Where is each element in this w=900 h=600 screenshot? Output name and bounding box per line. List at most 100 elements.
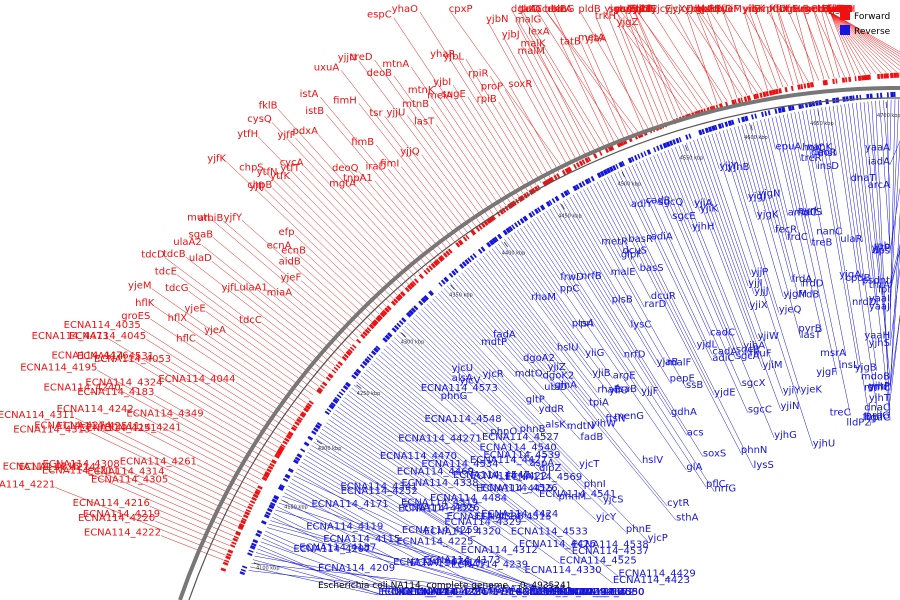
forward-feature-arrow	[762, 91, 767, 98]
reverse-gene-label: acs	[687, 427, 704, 438]
reverse-connector	[529, 221, 707, 488]
forward-gene-label: fdoI	[769, 4, 788, 15]
reverse-connector	[674, 146, 701, 212]
forward-feature-arrow	[418, 273, 424, 280]
reverse-feature-arrow	[669, 140, 674, 146]
reverse-feature-arrow	[659, 144, 664, 150]
reverse-feature-arrow	[627, 157, 633, 164]
reverse-connector	[423, 306, 580, 468]
tick-mark	[684, 145, 688, 151]
reverse-connector	[628, 166, 646, 204]
forward-feature-arrow	[393, 298, 399, 304]
reverse-gene-label: yihW	[591, 418, 616, 429]
reverse-gene-label: sgcR	[736, 344, 760, 355]
forward-connector	[624, 11, 668, 121]
reverse-gene-label: glA	[686, 462, 702, 473]
forward-feature-arrow	[267, 465, 274, 470]
forward-feature-arrow	[325, 376, 331, 382]
reverse-connector	[299, 465, 341, 490]
forward-feature-arrow	[345, 350, 352, 356]
reverse-gene-label: ECNA114_4080	[567, 587, 644, 598]
reverse-connector	[321, 428, 431, 502]
forward-connector	[303, 165, 413, 281]
forward-gene-label: amiB	[198, 213, 224, 224]
forward-gene-label: tatC	[521, 4, 542, 15]
forward-feature-arrow	[375, 316, 382, 323]
forward-feature-arrow	[619, 140, 625, 147]
reverse-connector	[286, 489, 424, 564]
forward-feature-arrow	[226, 553, 232, 557]
forward-gene-label: ECNA114_4531	[77, 351, 154, 362]
forward-feature-arrow	[587, 156, 592, 162]
reverse-connector	[572, 194, 602, 245]
reverse-gene-label: ECNA114_4226	[489, 584, 566, 595]
forward-connector	[261, 322, 329, 375]
forward-gene-label: nrfE	[635, 4, 655, 15]
reverse-gene-label: frdD	[802, 279, 824, 290]
reverse-gene-label: ECNA114_4320	[424, 527, 501, 538]
forward-gene-label: mgtA	[329, 178, 356, 189]
reverse-gene-label: yiiG	[585, 348, 604, 359]
reverse-connector	[410, 320, 627, 533]
forward-gene-label: ECNA114_4219	[83, 509, 160, 520]
reverse-connector	[449, 282, 545, 391]
reverse-gene-label: fadA	[493, 329, 516, 340]
forward-feature-arrow	[377, 314, 383, 320]
reverse-gene-label: pepE	[670, 374, 695, 385]
forward-feature-arrow	[397, 293, 403, 300]
reverse-gene-label: ECNA114_4548	[424, 414, 501, 425]
reverse-connector	[685, 142, 758, 340]
reverse-connector	[396, 334, 597, 520]
forward-gene-label: cysQ	[247, 114, 272, 125]
forward-gene-label: ECNA114_4261	[120, 457, 197, 468]
forward-feature-arrow	[445, 250, 451, 256]
forward-gene-label: chpS	[239, 162, 264, 173]
reverse-connector	[344, 397, 454, 479]
forward-gene-label: lasT	[414, 117, 435, 128]
reverse-connector	[337, 406, 422, 468]
forward-feature-arrow	[534, 186, 540, 192]
forward-feature-arrow	[222, 561, 229, 566]
forward-connector	[788, 11, 820, 81]
reverse-gene-label: ECNA114_4470	[380, 451, 457, 462]
forward-feature-arrow	[227, 549, 234, 554]
forward-gene-label: ECNA114_4045	[69, 331, 146, 342]
reverse-connector	[867, 101, 876, 181]
forward-feature-arrow	[409, 282, 415, 288]
reverse-connector	[365, 369, 619, 577]
forward-connector	[300, 264, 369, 326]
reverse-connector	[368, 366, 506, 480]
reverse-feature-arrow	[744, 115, 749, 122]
reverse-feature-arrow	[602, 169, 609, 176]
forward-gene-label: ECNA114_4183	[77, 387, 154, 398]
reverse-gene-label: ECNA114_4239	[451, 560, 528, 571]
reverse-connector	[507, 236, 572, 327]
reverse-connector	[432, 298, 539, 413]
reverse-feature-arrow	[777, 107, 782, 114]
forward-gene-label: rpiA	[828, 4, 848, 15]
reverse-gene-label: ECNA114_4573	[421, 383, 498, 394]
forward-feature-arrow	[247, 505, 253, 510]
reverse-feature-arrow	[420, 297, 427, 304]
forward-feature-arrow	[553, 174, 558, 181]
reverse-gene-label: insL	[839, 360, 859, 371]
reverse-feature-arrow	[605, 167, 612, 174]
reverse-feature-arrow	[672, 139, 677, 145]
forward-gene-label: ulaA2	[173, 237, 201, 248]
forward-gene-label: hemG	[545, 4, 575, 15]
reverse-connector	[664, 151, 744, 349]
forward-connector	[205, 311, 317, 391]
forward-gene-label: yjcE	[651, 4, 672, 15]
forward-gene-label: yjbH	[633, 4, 656, 15]
map-caption: Escherichia coli NA114, complete genome.…	[318, 581, 571, 591]
reverse-gene-label: ECNA114_4119	[306, 521, 383, 532]
reverse-feature-arrow	[271, 498, 278, 504]
reverse-gene-label: ECNA114_4207	[293, 544, 370, 555]
reverse-feature-arrow	[724, 121, 729, 127]
reverse-connector	[889, 99, 892, 151]
reverse-feature-arrow	[413, 305, 419, 311]
forward-gene-label: yjbL	[443, 51, 464, 62]
reverse-feature-arrow	[332, 398, 339, 404]
reverse-connector	[704, 136, 752, 275]
forward-gene-label: tatD	[519, 4, 541, 15]
